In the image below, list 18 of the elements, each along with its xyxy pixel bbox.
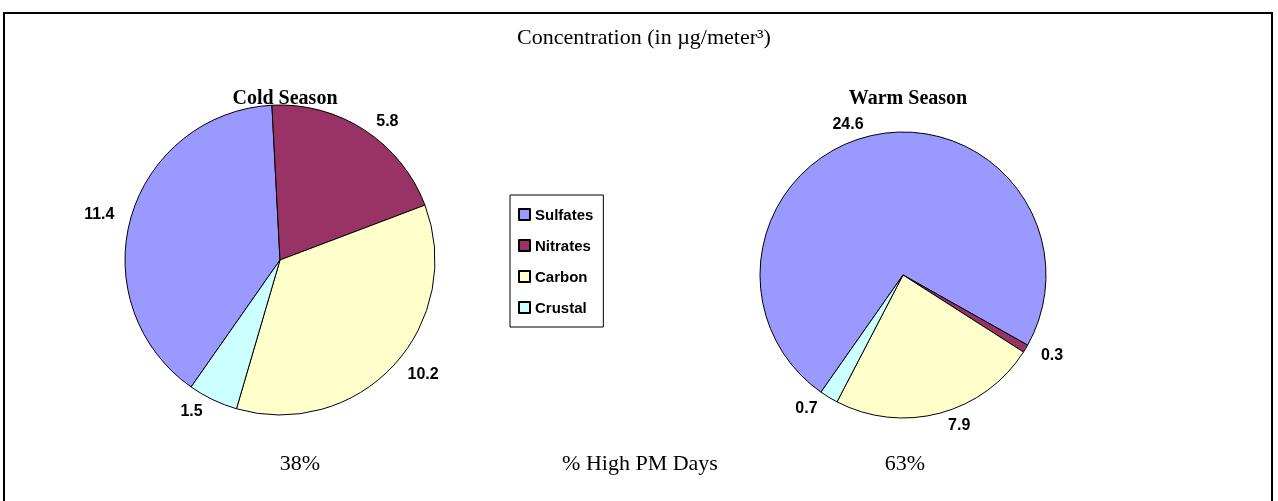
data-label: 5.8 bbox=[376, 111, 399, 129]
slice-label: Warm Season bbox=[848, 86, 968, 108]
chart-title: Concentration (in µg/meter³) bbox=[517, 23, 771, 49]
legend-label: Crustal bbox=[535, 299, 587, 316]
data-label: 7.9 bbox=[948, 416, 971, 434]
slice-label: Cold Season bbox=[232, 86, 338, 108]
data-label: 24.6 bbox=[832, 115, 864, 133]
data-label: 1.5 bbox=[180, 402, 203, 420]
legend-label: Carbon bbox=[535, 268, 588, 285]
legend-label: Nitrates bbox=[535, 237, 591, 254]
data-label: 11.4 bbox=[84, 205, 115, 223]
data-label: 10.2 bbox=[407, 364, 439, 382]
legend-label: Sulfates bbox=[535, 206, 594, 223]
text: % High PM Days bbox=[562, 450, 718, 476]
text: 38% bbox=[279, 450, 321, 476]
data-label: 0.3 bbox=[1040, 346, 1064, 364]
text: 63% bbox=[884, 450, 926, 476]
data-label: 0.7 bbox=[795, 399, 818, 417]
